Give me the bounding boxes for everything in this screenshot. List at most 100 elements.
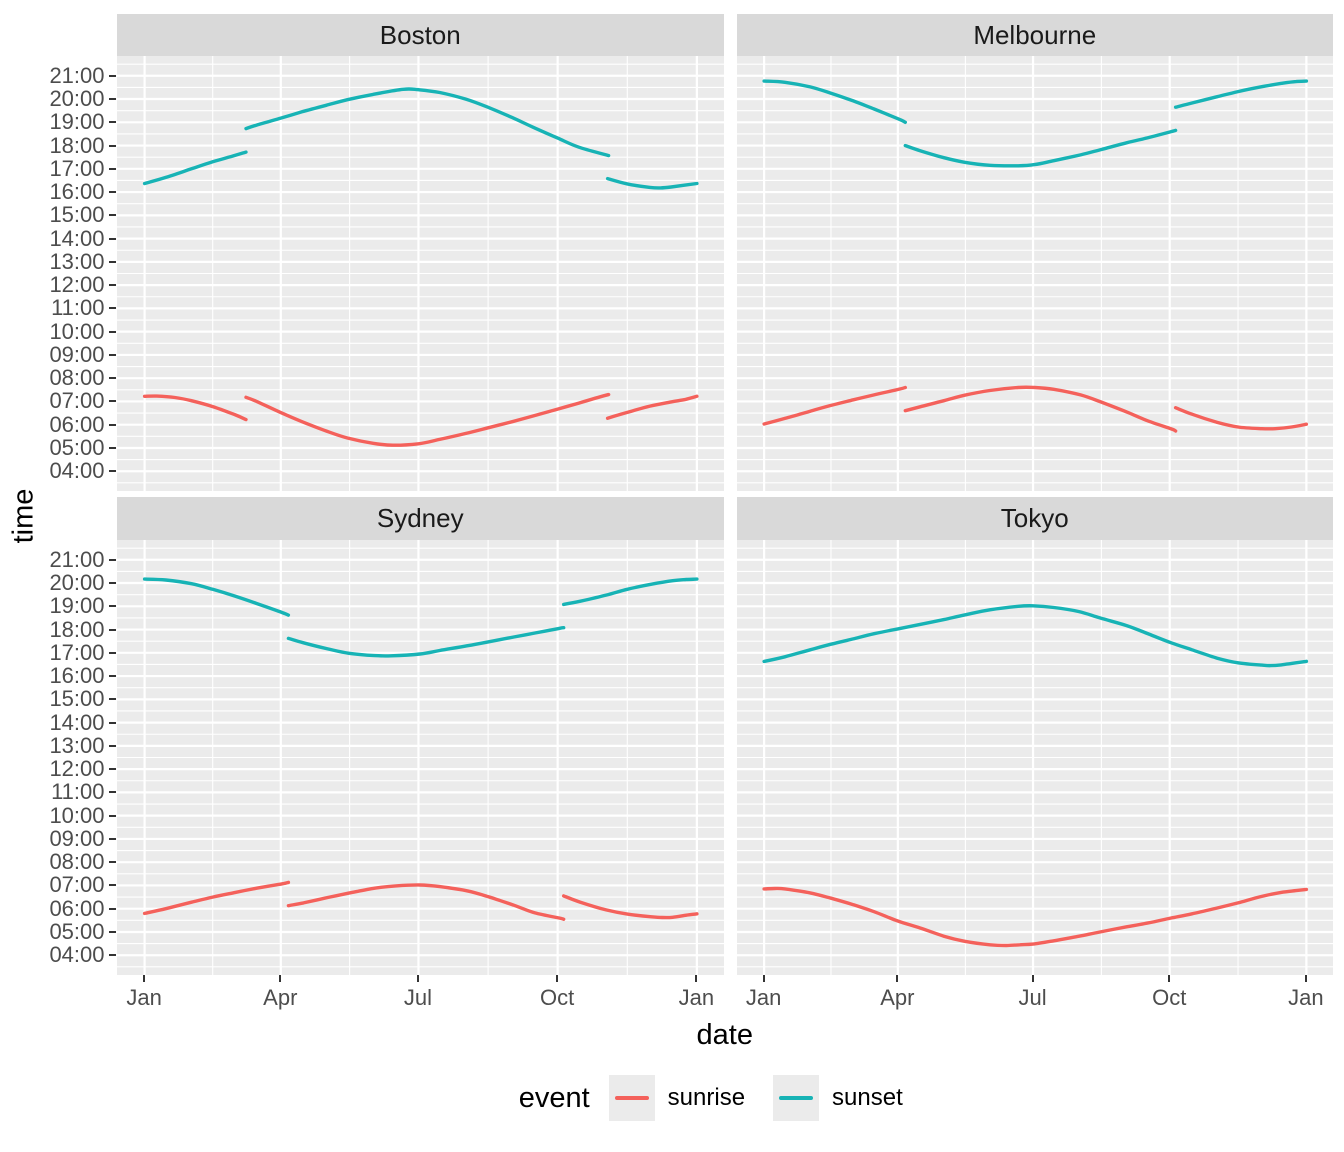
y-tick-label: 10:00 [49, 802, 105, 828]
sunset-line-boston [142, 87, 699, 190]
y-tick-label: 20:00 [49, 570, 105, 596]
y-tick-mark [109, 307, 116, 310]
y-tick-mark [109, 675, 116, 678]
x-tick-mark [556, 975, 559, 982]
y-tick-label: 05:00 [49, 918, 105, 944]
y-tick-mark [109, 167, 116, 170]
x-tick-label: Oct [540, 985, 575, 1010]
plot-area-boston [116, 56, 724, 491]
y-tick-label: 04:00 [49, 458, 105, 484]
plot-area-sydney [116, 540, 724, 975]
x-tick-label: Jul [1018, 985, 1047, 1010]
x-tick-label: Jan [745, 985, 782, 1010]
x-tick-label: Apr [880, 985, 915, 1010]
sunset-line-melbourne [761, 79, 1308, 168]
panel-boston [116, 56, 724, 491]
x-tick-mark [1168, 975, 1171, 982]
y-tick-label: 13:00 [49, 248, 105, 274]
y-tick-mark [109, 260, 116, 263]
legend-label-sunrise: sunrise [667, 1084, 746, 1111]
y-tick-label: 21:00 [49, 62, 105, 88]
y-tick-label: 11:00 [51, 295, 105, 321]
y-tick-label: 12:00 [49, 272, 105, 298]
y-tick-mark [109, 353, 116, 356]
y-tick-mark [109, 837, 116, 840]
y-tick-label: 19:00 [49, 109, 105, 135]
y-tick-label: 14:00 [49, 225, 105, 251]
y-tick-mark [109, 768, 116, 771]
x-tick-label: Jan [126, 985, 162, 1010]
plot-area-tokyo [736, 540, 1333, 975]
y-tick-mark [109, 930, 116, 933]
y-tick-mark [109, 698, 116, 701]
legend-item-sunrise: sunrise [608, 1075, 773, 1121]
y-tick-mark [109, 628, 116, 631]
y-tick-mark [109, 582, 116, 585]
y-tick-label: 16:00 [49, 663, 105, 689]
x-tick-label: Jan [1288, 985, 1324, 1010]
y-tick-label: 19:00 [49, 593, 105, 619]
sunrise-line-melbourne [761, 385, 1308, 433]
sunset-line-sydney [142, 577, 699, 658]
y-tick-mark [109, 446, 116, 449]
y-tick-label: 06:00 [49, 895, 105, 921]
y-tick-mark [109, 470, 116, 473]
y-tick-mark [109, 330, 116, 333]
legend-item-sunset: sunset [773, 1075, 931, 1121]
x-tick-mark [695, 975, 698, 982]
sunset-line-swatch [779, 1096, 814, 1100]
x-tick-label: Oct [1152, 985, 1187, 1010]
y-tick-label: 08:00 [49, 849, 105, 875]
y-tick-label: 18:00 [49, 132, 105, 158]
x-axis-title: date [696, 1019, 753, 1051]
y-tick-mark [109, 791, 116, 794]
y-tick-mark [109, 237, 116, 240]
x-tick-mark [1304, 975, 1307, 982]
y-tick-mark [109, 605, 116, 608]
y-tick-label: 20:00 [49, 86, 105, 112]
y-tick-mark [109, 98, 116, 101]
x-tick-mark [143, 975, 146, 982]
y-tick-label: 04:00 [49, 942, 105, 968]
y-tick-label: 18:00 [49, 616, 105, 642]
panel-sydney [116, 540, 724, 975]
y-tick-mark [109, 651, 116, 654]
x-tick-mark [762, 975, 765, 982]
facet-strip-sydney: Sydney [116, 497, 724, 540]
sunrise-line-swatch [614, 1096, 649, 1100]
y-tick-mark [109, 884, 116, 887]
y-tick-mark [109, 214, 116, 217]
panel-melbourne [736, 56, 1333, 491]
y-tick-mark [109, 721, 116, 724]
y-tick-mark [109, 861, 116, 864]
y-tick-label: 10:00 [49, 318, 105, 344]
x-tick-mark [416, 975, 419, 982]
facet-strip-boston: Boston [116, 14, 724, 57]
y-tick-mark [109, 144, 116, 147]
y-tick-label: 17:00 [49, 639, 105, 665]
y-axis-title: time [7, 488, 40, 543]
y-tick-label: 09:00 [49, 341, 105, 367]
y-tick-label: 15:00 [49, 202, 105, 228]
y-tick-label: 21:00 [49, 546, 105, 572]
y-tick-label: 13:00 [49, 732, 105, 758]
x-tick-mark [279, 975, 282, 982]
y-tick-mark [109, 121, 116, 124]
legend-label-sunset: sunset [832, 1084, 903, 1111]
y-tick-mark [109, 558, 116, 561]
y-tick-label: 07:00 [49, 872, 105, 898]
y-tick-label: 08:00 [49, 365, 105, 391]
y-tick-mark [109, 814, 116, 817]
y-tick-label: 07:00 [49, 388, 105, 414]
x-tick-mark [896, 975, 899, 982]
sunrise-line-tokyo [761, 886, 1308, 948]
x-tick-label: Jan [678, 985, 715, 1010]
y-tick-mark [109, 191, 116, 194]
x-tick-mark [1031, 975, 1034, 982]
x-tick-label: Apr [263, 985, 298, 1010]
sunrise-line-boston [142, 392, 699, 447]
panel-tokyo [736, 540, 1333, 975]
y-tick-mark [109, 74, 116, 77]
y-tick-mark [109, 284, 116, 287]
